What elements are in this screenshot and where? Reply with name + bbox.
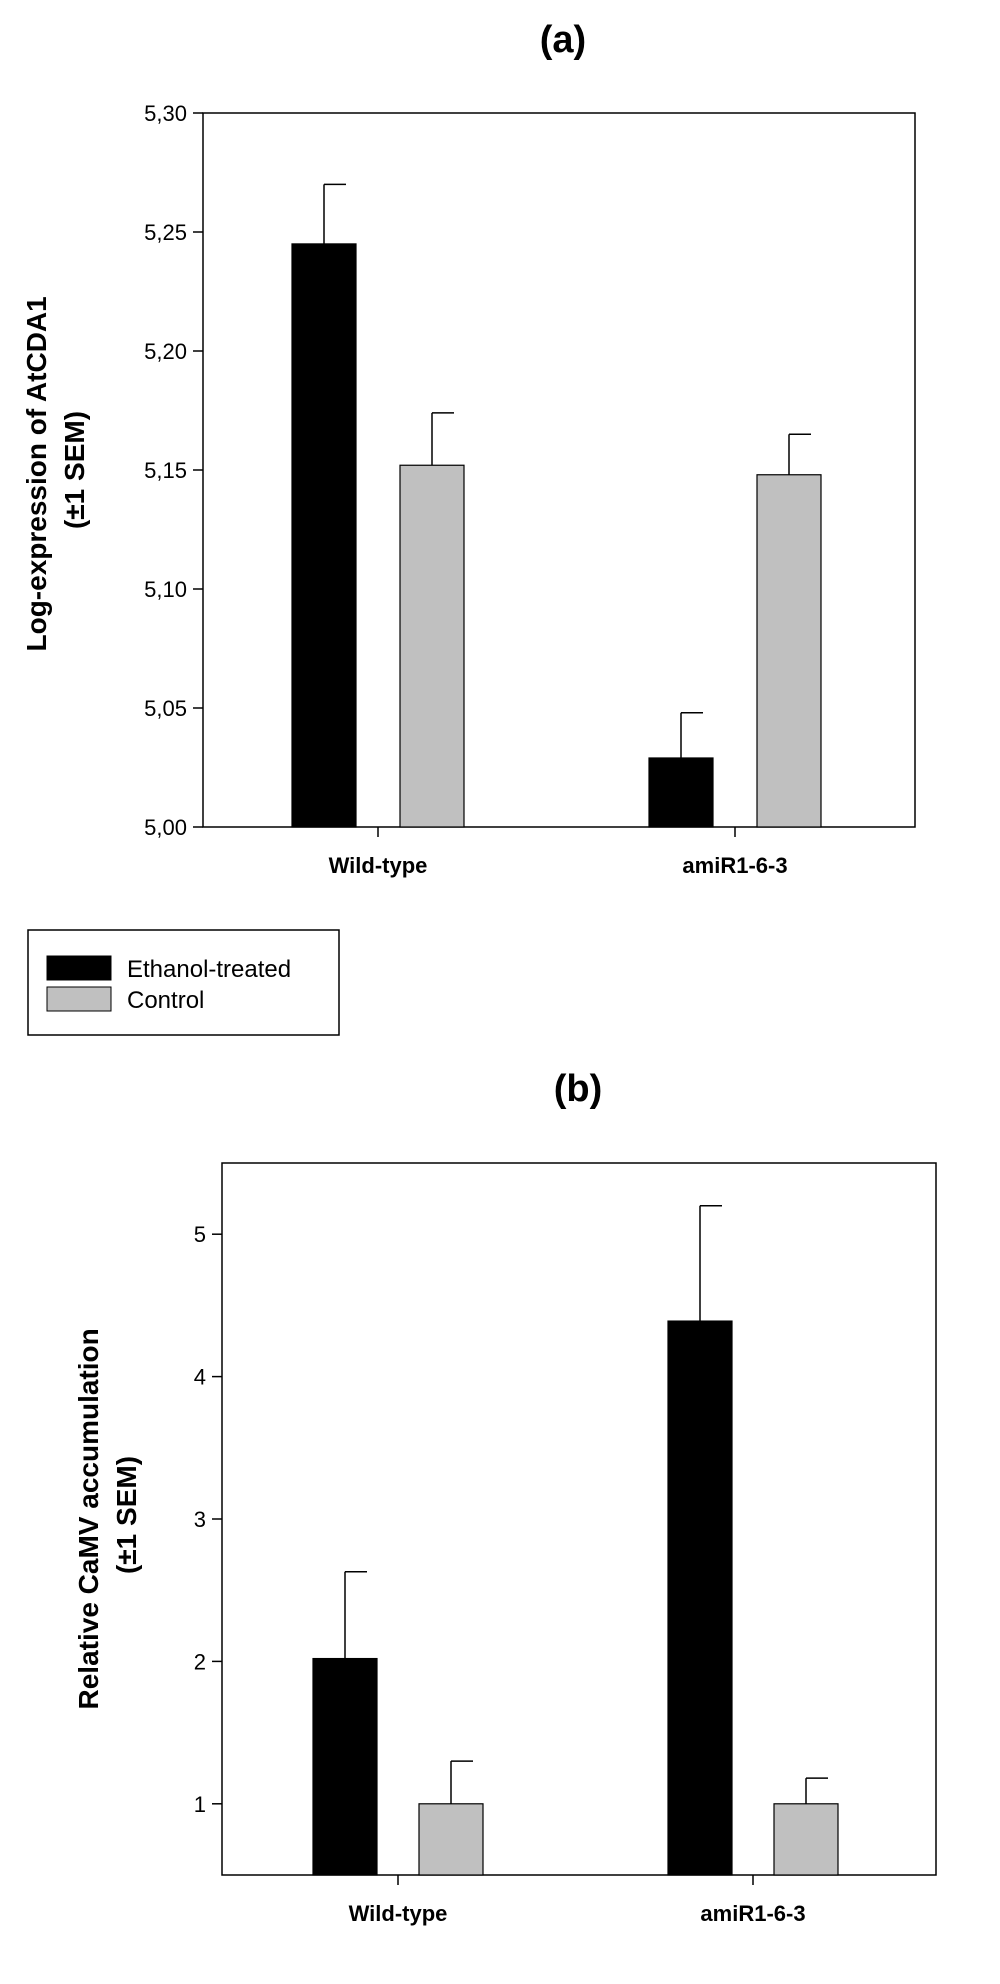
panel-b-bar-amir1-6-3-control [773,1803,839,1876]
panel-b-y-axis-title-line2: (±1 SEM) [111,1456,142,1574]
panel-b-x-tick-label: Wild-type [349,1901,448,1926]
panel-b-title: (b) [554,1068,603,1110]
panel-a: (a) 5,00 5,05 5,10 5,15 5,20 5,25 5,30 Wild-ty… [21,19,916,878]
legend-swatch-ethanol-treated [46,955,112,981]
panel-b-bar-wild-type-control [418,1803,484,1876]
panel-b-error-bar-amir1-6-3-ethanol-treated [699,1204,722,1322]
panel-a-error-bar-wild-type-control [431,412,454,466]
panel-a-y-axis-title-line1: Log-expression of AtCDA1 [21,296,52,651]
panel-b-y-axis-title-line1: Relative CaMV accumulation [73,1328,104,1709]
panel-b-bars [312,1204,839,1876]
panel-a-x-tick-label: amiR1-6-3 [682,853,787,878]
panel-a-bars [291,183,822,828]
panel-b-error-bar-wild-type-control [450,1760,473,1804]
legend-label-control: Control [127,987,204,1014]
panel-b-y-axis-title: Relative CaMV accumulation (±1 SEM) [73,1320,142,1709]
panel-a-y-tick-label: 5,25 [144,220,187,245]
panel-a-bar-amir1-6-3-ethanol-treated [648,757,714,828]
panel-a-bar-wild-type-ethanol-treated [291,243,357,828]
panel-b-y-tick-label: 1 [194,1792,206,1817]
panel-b: (b) 1 2 3 4 5 Wild-type amiR1-6-3 Relative Ca… [73,1068,937,1926]
panel-a-x-tick-label: Wild-type [329,853,428,878]
panel-a-y-tick-label: 5,20 [144,339,187,364]
panel-b-x-tick-label: amiR1-6-3 [700,1901,805,1926]
panel-b-y-tick-label: 2 [194,1649,206,1674]
panel-a-error-bar-wild-type-ethanol-treated [323,183,346,244]
panel-a-y-tick-label: 5,00 [144,815,187,840]
panel-a-bar-wild-type-control [399,464,465,828]
panel-b-y-axis: 1 2 3 4 5 [194,1222,222,1817]
panel-b-bar-wild-type-ethanol-treated [312,1657,378,1876]
panel-a-error-bar-amir1-6-3-ethanol-treated [680,712,703,758]
panel-a-y-tick-label: 5,05 [144,696,187,721]
panel-a-y-axis-title-line2: (±1 SEM) [59,411,90,529]
panel-b-bar-amir1-6-3-ethanol-treated [667,1320,733,1876]
panel-b-y-tick-label: 3 [194,1507,206,1532]
legend-label-ethanol-treated: Ethanol-treated [127,956,291,983]
panel-b-y-tick-label: 4 [194,1365,206,1390]
panel-a-y-tick-label: 5,30 [144,101,187,126]
panel-a-title: (a) [540,19,586,61]
panel-a-error-bar-amir1-6-3-control [788,433,811,475]
panel-b-error-bar-wild-type-ethanol-treated [344,1570,367,1659]
panel-a-bar-amir1-6-3-control [756,474,822,828]
panel-a-y-tick-label: 5,10 [144,577,187,602]
panel-a-y-axis-title: Log-expression of AtCDA1 (±1 SEM) [21,289,90,652]
panel-b-y-tick-label: 5 [194,1222,206,1247]
panel-b-x-axis: Wild-type amiR1-6-3 [349,1875,806,1926]
panel-a-x-axis: Wild-type amiR1-6-3 [329,827,788,878]
panel-a-y-axis: 5,00 5,05 5,10 5,15 5,20 5,25 5,30 [144,101,203,840]
panel-b-error-bar-amir1-6-3-control [805,1777,828,1804]
legend: Ethanol-treated Control [27,929,340,1036]
legend-swatch-control [46,986,112,1012]
legend-box [27,929,340,1036]
panel-a-y-tick-label: 5,15 [144,458,187,483]
